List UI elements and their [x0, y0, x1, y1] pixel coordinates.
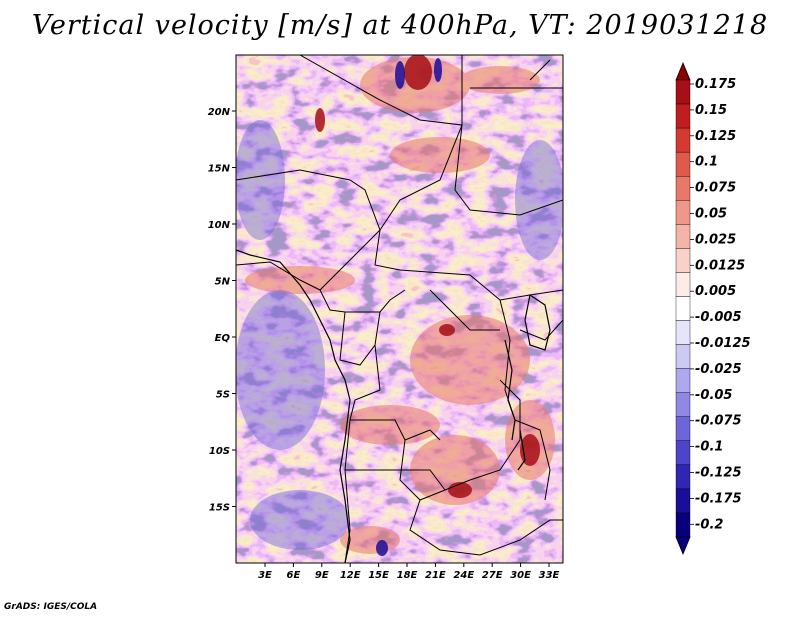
- colorbar-segment: [675, 103, 691, 129]
- colorbar-label: -0.005: [695, 310, 742, 325]
- colorbar-segment: [675, 296, 691, 321]
- lat-tick-label: 15S: [209, 503, 230, 514]
- colorbar-label: 0.025: [695, 232, 736, 247]
- lon-tick-label: 6E: [287, 570, 301, 581]
- plot-title: Vertical velocity [m/s] at 400hPa, VT: 2…: [31, 10, 769, 41]
- lon-tick-label: 27E: [482, 570, 503, 581]
- strong-descent-cores: [376, 58, 442, 556]
- colorbar-label: 0.15: [695, 103, 727, 118]
- colorbar-segment: [675, 272, 691, 297]
- colorbar-segment: [675, 440, 691, 466]
- lon-tick-label: 12E: [340, 570, 361, 581]
- colorbar-label: -0.2: [695, 517, 723, 532]
- colorbar-bottom-arrow: [675, 536, 691, 556]
- colorbar-label: 0.175: [695, 77, 736, 92]
- colorbar-label: 0.075: [695, 181, 736, 196]
- coastlines-lakes: [236, 249, 551, 563]
- lon-tick-label: 15E: [368, 570, 389, 581]
- lat-tick-label: 20N: [208, 107, 231, 118]
- lon-tick-label: 30E: [510, 570, 531, 581]
- lon-tick-label: 21E: [425, 570, 446, 581]
- colorbar-label: 0.1: [695, 155, 718, 170]
- lat-tick-label: 15N: [208, 164, 231, 175]
- lat-tick-label: 5N: [215, 277, 231, 288]
- lon-tick-label: 9E: [315, 570, 329, 581]
- colorbar-label: -0.025: [695, 362, 742, 377]
- colorbar-segment: [675, 224, 691, 249]
- map-frame: [235, 54, 564, 564]
- colorbar-segment: [675, 368, 691, 393]
- colorbar-segment: [675, 248, 691, 273]
- lon-tick-label: 33E: [539, 570, 560, 581]
- colorbar-label: 0.125: [695, 129, 736, 144]
- colorbar-segment: [675, 200, 691, 225]
- descent-regions: [236, 120, 563, 550]
- colorbar-segment: [675, 320, 691, 345]
- colorbar-label: -0.1: [695, 440, 723, 455]
- longitude-axis: 3E 6E 9E 12E 15E 18E 21E 24E 27E 30E 33E: [258, 563, 560, 581]
- lat-tick-label: 5S: [216, 390, 230, 401]
- grads-credit: GrADS: IGES/COLA: [4, 602, 98, 612]
- lon-tick-label: 3E: [258, 570, 272, 581]
- lon-tick-label: 18E: [397, 570, 418, 581]
- colorbar-segment: [675, 344, 691, 369]
- colorbar-label: 0.05: [695, 207, 727, 222]
- colorbar-segment: [675, 127, 691, 153]
- colorbar-label: -0.0125: [695, 336, 751, 351]
- colorbar-segment: [675, 464, 691, 490]
- lat-tick-label: 10N: [208, 220, 231, 231]
- colorbar-top-arrow: [675, 61, 691, 81]
- colorbar-label: 0.0125: [695, 258, 745, 273]
- colorbar-segment: [675, 392, 691, 417]
- lat-tick-label: EQ: [215, 333, 231, 344]
- colorbar-segment: [675, 512, 691, 538]
- colorbar-segment: [675, 79, 691, 105]
- colorbar-segment: [675, 416, 691, 441]
- colorbar-label: -0.125: [695, 466, 742, 481]
- colorbar-label: -0.175: [695, 491, 742, 506]
- colorbar-segment: [675, 151, 691, 177]
- colorbar-segment: [675, 176, 691, 201]
- colorbar-label: -0.075: [695, 414, 742, 429]
- lon-tick-label: 24E: [453, 570, 474, 581]
- colorbar-segment: [675, 488, 691, 514]
- latitude-axis: 20N 15N 10N 5N EQ 5S 10S 15S: [208, 107, 236, 514]
- colorbar-label: 0.005: [695, 284, 736, 299]
- colorbar-label: -0.05: [695, 388, 732, 403]
- lat-tick-label: 10S: [209, 446, 230, 457]
- vertical-velocity-map: [236, 55, 563, 563]
- colorbar: 0.175 0.15 0.125 0.1 0.075 0.05 0.025 0.0125 0.0…: [675, 61, 751, 556]
